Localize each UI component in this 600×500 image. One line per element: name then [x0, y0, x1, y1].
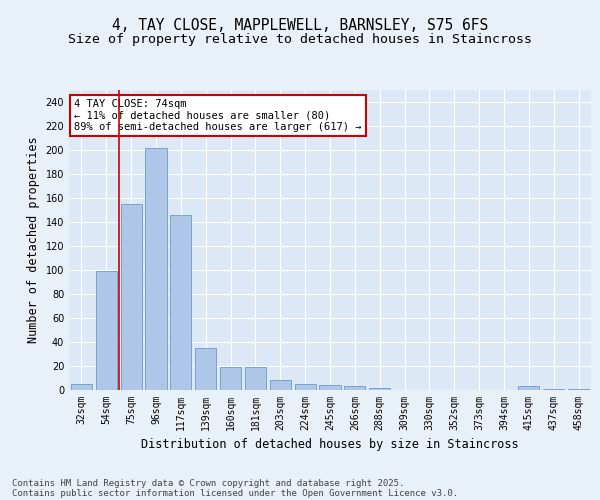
Bar — [71, 384, 92, 390]
Bar — [568, 389, 589, 390]
Bar — [270, 380, 291, 390]
Text: Contains public sector information licensed under the Open Government Licence v3: Contains public sector information licen… — [12, 488, 458, 498]
Bar — [96, 271, 117, 390]
Bar — [121, 204, 142, 390]
Text: 4, TAY CLOSE, MAPPLEWELL, BARNSLEY, S75 6FS: 4, TAY CLOSE, MAPPLEWELL, BARNSLEY, S75 … — [112, 18, 488, 32]
Bar — [145, 148, 167, 390]
Bar — [543, 389, 564, 390]
Bar — [195, 348, 216, 390]
Bar — [220, 367, 241, 390]
Text: Contains HM Land Registry data © Crown copyright and database right 2025.: Contains HM Land Registry data © Crown c… — [12, 478, 404, 488]
Bar — [344, 386, 365, 390]
Text: 4 TAY CLOSE: 74sqm
← 11% of detached houses are smaller (80)
89% of semi-detache: 4 TAY CLOSE: 74sqm ← 11% of detached hou… — [74, 99, 362, 132]
Bar — [245, 367, 266, 390]
X-axis label: Distribution of detached houses by size in Staincross: Distribution of detached houses by size … — [141, 438, 519, 452]
Bar — [319, 385, 341, 390]
Bar — [170, 215, 191, 390]
Bar — [369, 388, 390, 390]
Bar — [518, 386, 539, 390]
Y-axis label: Number of detached properties: Number of detached properties — [27, 136, 40, 344]
Text: Size of property relative to detached houses in Staincross: Size of property relative to detached ho… — [68, 32, 532, 46]
Bar — [295, 384, 316, 390]
